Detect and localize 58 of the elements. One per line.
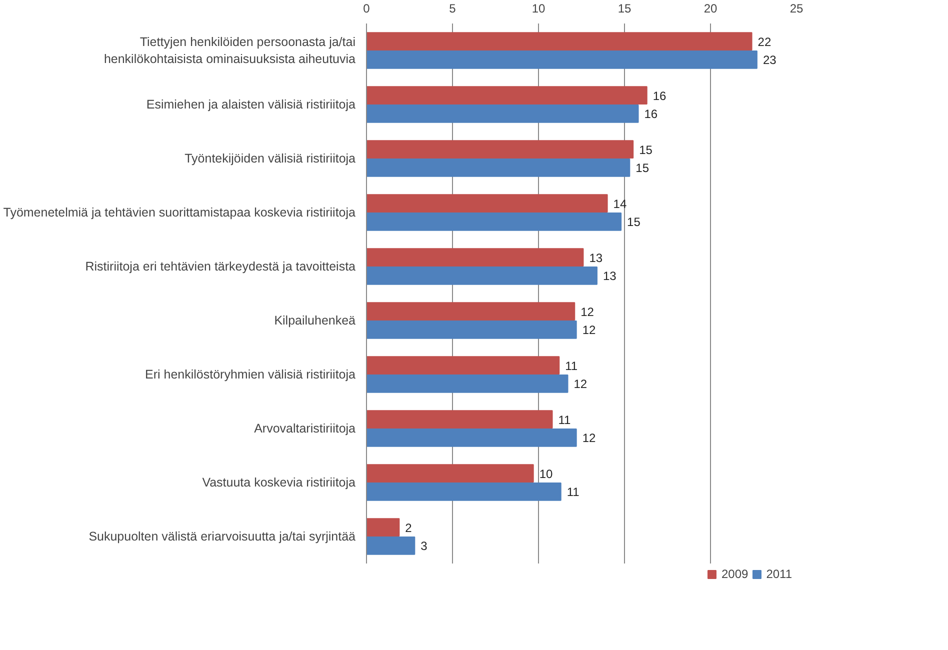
bar (366, 320, 577, 339)
bar (366, 248, 584, 267)
bar (366, 356, 560, 375)
bar (366, 140, 634, 159)
bar (366, 428, 577, 447)
y-tick-label: Arvovaltaristiriitoja (254, 422, 356, 436)
data-label: 2 (405, 520, 412, 535)
data-label: 23 (762, 53, 777, 68)
data-label: 14 (613, 196, 627, 211)
y-tick-label: Tiettyjen henkilöiden persoonasta ja/tai henkilökohtaisista ominaisuuksista aiheutuvia (104, 35, 356, 66)
y-tick-label: Työmenetelmiä ja tehtävien suorittamistapaa koskevia ristiriitoja (3, 206, 356, 220)
data-label: 13 (589, 250, 603, 265)
bar (366, 518, 400, 537)
bar (366, 266, 598, 285)
data-label: 10 (539, 466, 554, 481)
x-tick-label: 0 (363, 2, 370, 16)
bar (366, 374, 568, 393)
bar (366, 302, 576, 321)
y-tick-label: Kilpailuhenkeä (274, 314, 356, 328)
bar (366, 32, 752, 51)
y-tick-label: Eri henkilöstöryhmien välisiä ristiriitoja (145, 368, 356, 382)
data-label: 15 (639, 142, 653, 157)
legend-label: 2009 (721, 567, 748, 581)
y-tick-label: Esimiehen ja alaisten välisiä ristiriitoja (146, 98, 356, 112)
bar (366, 212, 622, 231)
data-label: 12 (582, 323, 596, 338)
data-label: 12 (574, 377, 588, 392)
x-tick-label: 15 (618, 2, 632, 16)
y-tick-label: Työntekijöiden välisiä ristiriitoja (184, 152, 356, 166)
bar (366, 482, 562, 501)
x-tick-label: 10 (532, 2, 546, 16)
bar (366, 410, 553, 429)
data-label: 13 (602, 269, 617, 284)
data-label: 3 (420, 539, 428, 554)
y-tick-label: Sukupuolten välistä eriarvoisuutta ja/tai syrjintää (88, 530, 356, 544)
data-label: 16 (644, 107, 658, 122)
y-tick-label: Vastuuta koskevia ristiriitoja (202, 476, 356, 490)
data-label: 12 (580, 304, 594, 319)
legend-label: 2011 (766, 567, 792, 581)
bar (366, 464, 534, 483)
bar (366, 158, 630, 177)
data-label: 12 (582, 431, 596, 446)
bar (366, 104, 639, 123)
x-tick-label: 25 (790, 2, 804, 16)
x-tick-label: 5 (449, 2, 456, 16)
data-label: 11 (558, 412, 572, 427)
bar (366, 194, 608, 213)
data-label: 11 (565, 358, 578, 373)
data-label: 15 (627, 215, 641, 230)
data-label: 15 (636, 161, 650, 176)
bar (366, 536, 416, 555)
data-label: 11 (566, 485, 580, 500)
bar (366, 50, 758, 69)
bar (366, 86, 648, 105)
y-tick-label: Ristiriitoja eri tehtävien tärkeydestä ja tavoitteista (85, 260, 356, 274)
data-label: 16 (652, 88, 667, 103)
data-label: 22 (758, 34, 772, 49)
x-tick-label: 20 (704, 2, 718, 16)
